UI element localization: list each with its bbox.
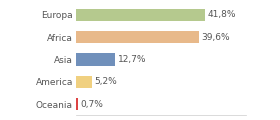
- Bar: [76, 76, 92, 88]
- Bar: [76, 98, 78, 110]
- Text: 0,7%: 0,7%: [80, 99, 103, 108]
- Bar: [76, 31, 199, 43]
- Text: 12,7%: 12,7%: [118, 55, 146, 64]
- Text: 41,8%: 41,8%: [208, 10, 236, 19]
- Text: 5,2%: 5,2%: [94, 77, 117, 86]
- Bar: [76, 9, 206, 21]
- Text: 39,6%: 39,6%: [201, 33, 230, 42]
- Bar: [76, 53, 115, 66]
